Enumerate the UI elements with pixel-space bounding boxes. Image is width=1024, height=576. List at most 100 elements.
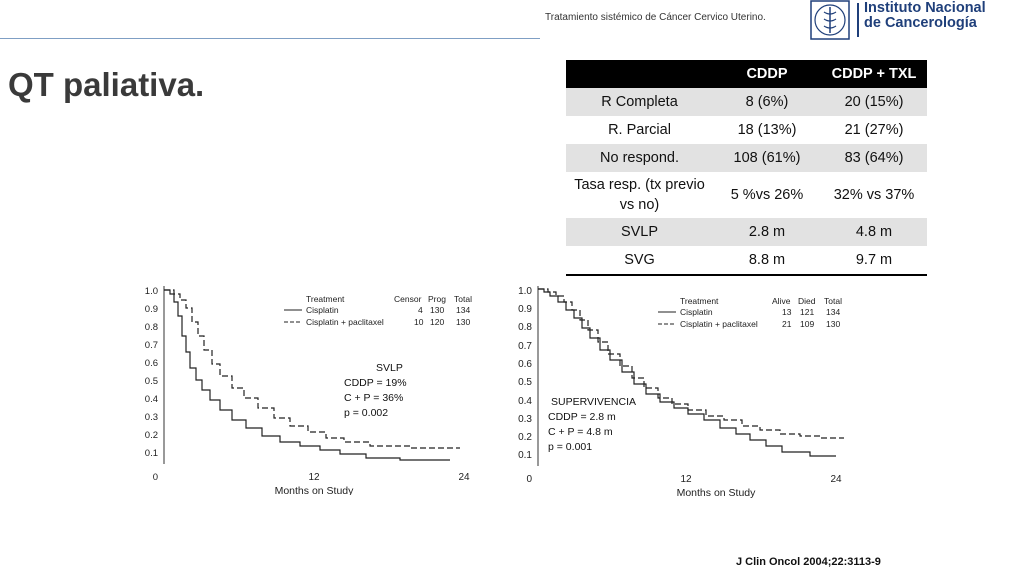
y-tick-label: 0.3 <box>518 414 532 425</box>
x-axis-label: Months on Study <box>677 487 757 499</box>
legend-col-header: Prog <box>428 294 446 304</box>
table-row: SVG 8.8 m 9.7 m <box>566 246 927 276</box>
legend-value: 21 <box>782 319 792 329</box>
y-tick-label: 0.2 <box>518 432 532 443</box>
y-tick-label: 0.5 <box>145 376 158 387</box>
y-tick-label: 0.9 <box>145 304 158 315</box>
legend-title: Treatment <box>306 294 345 304</box>
x-axis-label: Months on Study <box>275 485 355 495</box>
slide-title: QT paliativa. <box>8 66 205 103</box>
y-tick-label: 0 <box>526 474 532 485</box>
legend-series-name: Cisplatin + paclitaxel <box>306 317 384 327</box>
logo-divider <box>857 3 859 37</box>
y-tick-label: 0.6 <box>518 359 532 370</box>
legend-value: 13 <box>782 307 792 317</box>
note-line: CDDP = 2.8 m <box>548 411 616 423</box>
table-cell: 8.8 m <box>713 246 821 276</box>
table-row: No respond. 108 (61%) 83 (64%) <box>566 144 927 172</box>
legend-col-header: Total <box>824 296 842 306</box>
table-cell: 21 (27%) <box>821 116 927 144</box>
table-header-cell: CDDP <box>713 60 821 88</box>
legend-title: Treatment <box>680 296 719 306</box>
table-cell: 2.8 m <box>713 218 821 246</box>
legend-series-name: Cisplatin <box>680 307 713 317</box>
table-cell: No respond. <box>566 144 713 172</box>
note-line: p = 0.001 <box>548 441 593 453</box>
note-line: C + P = 36% <box>344 392 404 404</box>
y-tick-label: 0.4 <box>518 396 532 407</box>
table-cell: 4.8 m <box>821 218 927 246</box>
y-tick-label: 0.1 <box>145 448 158 459</box>
y-axis-ticks: 1.0 0.9 0.8 0.7 0.6 0.5 0.4 0.3 0.2 0.1 … <box>145 286 158 483</box>
table-cell: 18 (13%) <box>713 116 821 144</box>
legend-col-header: Total <box>454 294 472 304</box>
table-header-row: CDDP CDDP + TXL <box>566 60 927 88</box>
legend-value: 130 <box>826 319 840 329</box>
table-header-cell <box>566 60 713 88</box>
note-line: C + P = 4.8 m <box>548 426 613 438</box>
legend-series-name: Cisplatin <box>306 305 339 315</box>
note-line: p = 0.002 <box>344 407 389 419</box>
legend-value: 130 <box>430 305 444 315</box>
table-cell: Tasa resp. (tx previo vs no) <box>566 172 713 218</box>
table-cell: SVLP <box>566 218 713 246</box>
x-tick-label: 24 <box>458 472 470 483</box>
legend-col-header: Censor <box>394 294 422 304</box>
y-tick-label: 1.0 <box>145 286 158 297</box>
cisplatin-curve <box>164 289 450 461</box>
cisplatin-curve <box>538 288 836 457</box>
table-cell: 108 (61%) <box>713 144 821 172</box>
legend-value: 134 <box>826 307 840 317</box>
legend-series-name: Cisplatin + paclitaxel <box>680 319 758 329</box>
y-tick-label: 0 <box>153 472 158 483</box>
table-cell: 8 (6%) <box>713 88 821 116</box>
legend-value: 4 <box>418 305 423 315</box>
os-note: SUPERVIVENCIA CDDP = 2.8 m C + P = 4.8 m… <box>548 395 636 455</box>
pfs-curve-image: 1.0 0.9 0.8 0.7 0.6 0.5 0.4 0.3 0.2 0.1 … <box>140 280 478 495</box>
legend-col-header: Alive <box>772 296 791 306</box>
legend-value: 134 <box>456 305 470 315</box>
y-tick-label: 0.6 <box>145 358 158 369</box>
y-tick-label: 0.4 <box>145 394 158 405</box>
y-tick-label: 0.8 <box>518 322 532 333</box>
caduceus-icon <box>810 0 850 40</box>
note-title: SUPERVIVENCIA <box>551 396 636 408</box>
cisplatin-paclitaxel-curve <box>164 289 460 449</box>
chart-legend: Treatment Censor Prog Total Cisplatin 4 … <box>284 294 472 327</box>
legend-value: 120 <box>430 317 444 327</box>
legend-col-header: Died <box>798 296 816 306</box>
table-row: Tasa resp. (tx previo vs no) 5 %vs 26% 3… <box>566 172 927 218</box>
table-cell: 32% vs 37% <box>821 172 927 218</box>
legend-value: 10 <box>414 317 424 327</box>
table-cell: 5 %vs 26% <box>713 172 821 218</box>
legend-value: 130 <box>456 317 470 327</box>
table-row: SVLP 2.8 m 4.8 m <box>566 218 927 246</box>
slide-header-subtitle: Tratamiento sistémico de Cáncer Cervico … <box>545 12 766 23</box>
table-row: R. Parcial 18 (13%) 21 (27%) <box>566 116 927 144</box>
y-tick-label: 0.1 <box>518 450 532 461</box>
x-tick-label: 12 <box>308 472 320 483</box>
table-row: R Completa 8 (6%) 20 (15%) <box>566 88 927 116</box>
table-cell: 9.7 m <box>821 246 927 276</box>
y-tick-label: 0.8 <box>145 322 158 333</box>
y-tick-label: 0.9 <box>518 304 532 315</box>
institution-logo: Instituto Nacional de Cancerología <box>808 0 1008 40</box>
y-tick-label: 0.3 <box>145 412 158 423</box>
logo-line-1: Instituto Nacional <box>864 0 986 16</box>
header-rule <box>0 38 540 39</box>
citation: J Clin Oncol 2004;22:3113-9 <box>736 556 881 568</box>
logo-name: Instituto Nacional de Cancerología <box>864 1 986 31</box>
logo-line-2: de Cancerología <box>864 15 977 31</box>
cisplatin-paclitaxel-curve <box>538 288 844 439</box>
x-tick-label: 12 <box>680 474 692 485</box>
legend-value: 109 <box>800 319 814 329</box>
table-header-cell: CDDP + TXL <box>821 60 927 88</box>
y-tick-label: 0.7 <box>518 341 532 352</box>
table-cell: 20 (15%) <box>821 88 927 116</box>
note-line: CDDP = 19% <box>344 377 407 389</box>
table-cell: R Completa <box>566 88 713 116</box>
pfs-note: SVLP CDDP = 19% C + P = 36% p = 0.002 <box>344 361 407 421</box>
x-tick-label: 24 <box>830 474 842 485</box>
table-cell: SVG <box>566 246 713 276</box>
y-tick-label: 0.7 <box>145 340 158 351</box>
